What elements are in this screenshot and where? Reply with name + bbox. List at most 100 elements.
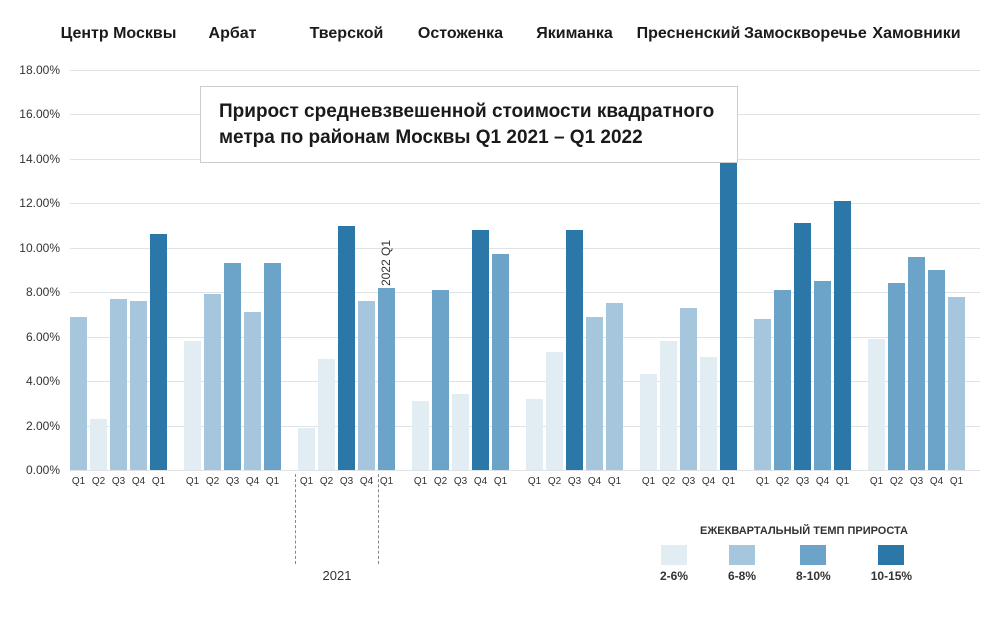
annotation-year-2021: 2021 xyxy=(323,568,352,583)
legend: 2-6% 6-8% 8-10% 10-15% xyxy=(660,545,912,583)
district-header: Якиманка xyxy=(516,25,633,43)
x-tick-label: Q1 xyxy=(868,476,885,487)
x-tick-label: Q4 xyxy=(814,476,831,487)
x-tick-label: Q1 xyxy=(948,476,965,487)
bar xyxy=(298,428,315,470)
bar xyxy=(318,359,335,470)
x-tick-label: Q1 xyxy=(184,476,201,487)
bar xyxy=(472,230,489,470)
legend-swatch xyxy=(661,545,687,565)
x-tick-label: Q1 xyxy=(298,476,315,487)
bar xyxy=(680,308,697,470)
x-tick-label: Q3 xyxy=(680,476,697,487)
legend-item: 10-15% xyxy=(871,545,912,583)
x-tick-label: Q2 xyxy=(432,476,449,487)
bar xyxy=(908,257,925,470)
x-tick-label: Q2 xyxy=(90,476,107,487)
bar xyxy=(586,317,603,470)
legend-swatch xyxy=(878,545,904,565)
x-tick-label: Q2 xyxy=(204,476,221,487)
y-tick-label: 14.00% xyxy=(0,152,60,166)
x-tick-label: Q4 xyxy=(130,476,147,487)
district-header: Арбат xyxy=(174,25,291,43)
chart-title: Прирост средневзвешенной стоимости квадр… xyxy=(200,86,738,163)
x-tick-label: Q4 xyxy=(472,476,489,487)
legend-title: ЕЖЕКВАРТАЛЬНЫЙ ТЕМП ПРИРОСТА xyxy=(700,525,908,537)
bar xyxy=(452,394,469,470)
bar xyxy=(338,226,355,470)
bar xyxy=(492,254,509,470)
district-header: Центр Москвы xyxy=(60,25,177,43)
district-header: Пресненский xyxy=(630,25,747,43)
bar xyxy=(834,201,851,470)
bar xyxy=(432,290,449,470)
legend-label: 8-10% xyxy=(796,569,831,583)
annotation-2022-q1-label: 2022 Q1 xyxy=(379,240,393,286)
legend-label: 10-15% xyxy=(871,569,912,583)
bar xyxy=(412,401,429,470)
bar xyxy=(244,312,261,470)
bar xyxy=(70,317,87,470)
bar xyxy=(888,283,905,470)
legend-label: 2-6% xyxy=(660,569,688,583)
bar xyxy=(150,234,167,470)
x-tick-label: Q1 xyxy=(834,476,851,487)
x-tick-label: Q4 xyxy=(928,476,945,487)
y-tick-label: 10.00% xyxy=(0,241,60,255)
x-tick-label: Q3 xyxy=(338,476,355,487)
bar xyxy=(90,419,107,470)
x-tick-label: Q1 xyxy=(412,476,429,487)
x-tick-label: Q2 xyxy=(318,476,335,487)
x-tick-label: Q3 xyxy=(566,476,583,487)
x-tick-label: Q3 xyxy=(452,476,469,487)
x-tick-label: Q2 xyxy=(546,476,563,487)
bar xyxy=(526,399,543,470)
x-tick-label: Q1 xyxy=(70,476,87,487)
y-tick-label: 8.00% xyxy=(0,285,60,299)
x-tick-label: Q1 xyxy=(264,476,281,487)
x-tick-label: Q2 xyxy=(888,476,905,487)
legend-item: 2-6% xyxy=(660,545,688,583)
legend-item: 6-8% xyxy=(728,545,756,583)
bar xyxy=(928,270,945,470)
bar xyxy=(754,319,771,470)
y-tick-label: 2.00% xyxy=(0,419,60,433)
y-tick-label: 6.00% xyxy=(0,330,60,344)
bar xyxy=(184,341,201,470)
gridline xyxy=(70,470,980,471)
x-tick-label: Q2 xyxy=(774,476,791,487)
bar xyxy=(640,374,657,470)
y-tick-label: 0.00% xyxy=(0,463,60,477)
x-tick-label: Q1 xyxy=(754,476,771,487)
legend-label: 6-8% xyxy=(728,569,756,583)
bar xyxy=(606,303,623,470)
x-tick-label: Q1 xyxy=(640,476,657,487)
y-tick-label: 4.00% xyxy=(0,374,60,388)
x-tick-label: Q1 xyxy=(378,476,395,487)
bar xyxy=(130,301,147,470)
bar xyxy=(794,223,811,470)
bar xyxy=(814,281,831,470)
y-tick-label: 18.00% xyxy=(0,63,60,77)
x-tick-label: Q3 xyxy=(908,476,925,487)
bar xyxy=(358,301,375,470)
legend-swatch xyxy=(800,545,826,565)
district-header: Остоженка xyxy=(402,25,519,43)
district-header: Хамовники xyxy=(858,25,975,43)
legend-item: 8-10% xyxy=(796,545,831,583)
district-header: Тверской xyxy=(288,25,405,43)
x-tick-label: Q2 xyxy=(660,476,677,487)
y-tick-label: 16.00% xyxy=(0,107,60,121)
bar xyxy=(868,339,885,470)
x-tick-label: Q3 xyxy=(224,476,241,487)
x-tick-label: Q1 xyxy=(720,476,737,487)
x-tick-label: Q1 xyxy=(150,476,167,487)
district-header: Замоскворечье xyxy=(744,25,861,43)
bar xyxy=(700,357,717,470)
x-tick-label: Q3 xyxy=(110,476,127,487)
bar xyxy=(224,263,241,470)
x-tick-label: Q1 xyxy=(606,476,623,487)
x-tick-label: Q1 xyxy=(526,476,543,487)
bar xyxy=(948,297,965,470)
bar xyxy=(566,230,583,470)
